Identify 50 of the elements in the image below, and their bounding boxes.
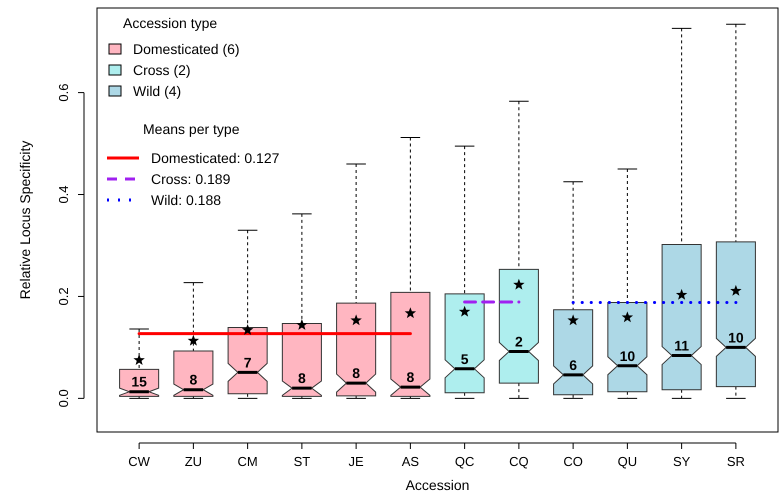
point [350, 314, 362, 326]
y-tick-label: 0.0 [56, 389, 71, 408]
annotation: 8 [189, 372, 198, 388]
x-tick-label: CQ [509, 454, 529, 469]
annotation: 7 [244, 354, 252, 370]
point [458, 306, 470, 317]
x-tick-label: SR [726, 454, 745, 469]
annotation: 8 [298, 370, 306, 386]
x-tick-label: CO [563, 454, 583, 469]
y-tick-label: 0.2 [56, 287, 71, 306]
x-tick-label: AS [402, 454, 420, 469]
y-tick-label: 0.6 [56, 84, 71, 102]
annotation: 15 [131, 374, 148, 390]
point [242, 324, 254, 335]
annotation: 6 [569, 356, 578, 373]
point [513, 278, 525, 290]
annotation: 5 [460, 350, 469, 367]
annotation: Means per type [143, 121, 240, 137]
point [133, 354, 145, 365]
annotation: 8 [352, 365, 360, 382]
point [730, 284, 742, 296]
point [404, 307, 416, 318]
legend-label: Cross: 0.189 [151, 171, 231, 187]
x-tick-label: ZU [184, 454, 202, 469]
y-tick-label: 0.4 [56, 185, 71, 204]
x-tick-label: ST [294, 454, 310, 469]
x-tick-label: QU [618, 454, 638, 469]
point [296, 318, 308, 330]
x-tick-label: JE [348, 454, 364, 469]
x-tick-label: CM [238, 454, 258, 469]
legend-label: Wild: 0.188 [151, 192, 222, 208]
annotation: 8 [406, 369, 414, 386]
x-tick-label: CW [128, 454, 151, 469]
y-axis-title: Relative Locus Specificity [17, 140, 33, 300]
annotation: 10 [728, 329, 744, 346]
legend-label: Domesticated (6) [133, 41, 240, 57]
legend-label: Wild (4) [133, 83, 182, 99]
x-tick-label: QC [454, 454, 474, 469]
point [188, 334, 200, 346]
legend-label: Domesticated: 0.127 [151, 150, 280, 166]
x-tick-label: SY [672, 454, 691, 469]
point [676, 288, 688, 300]
legend-title: Accession type [123, 15, 218, 31]
x-axis-title: Accession [406, 477, 470, 492]
legend-label: Cross (2) [133, 62, 191, 78]
point [622, 311, 634, 322]
annotation: 2 [514, 333, 523, 350]
point [567, 314, 579, 326]
annotation: 10 [620, 348, 636, 364]
annotation: 11 [674, 338, 690, 354]
